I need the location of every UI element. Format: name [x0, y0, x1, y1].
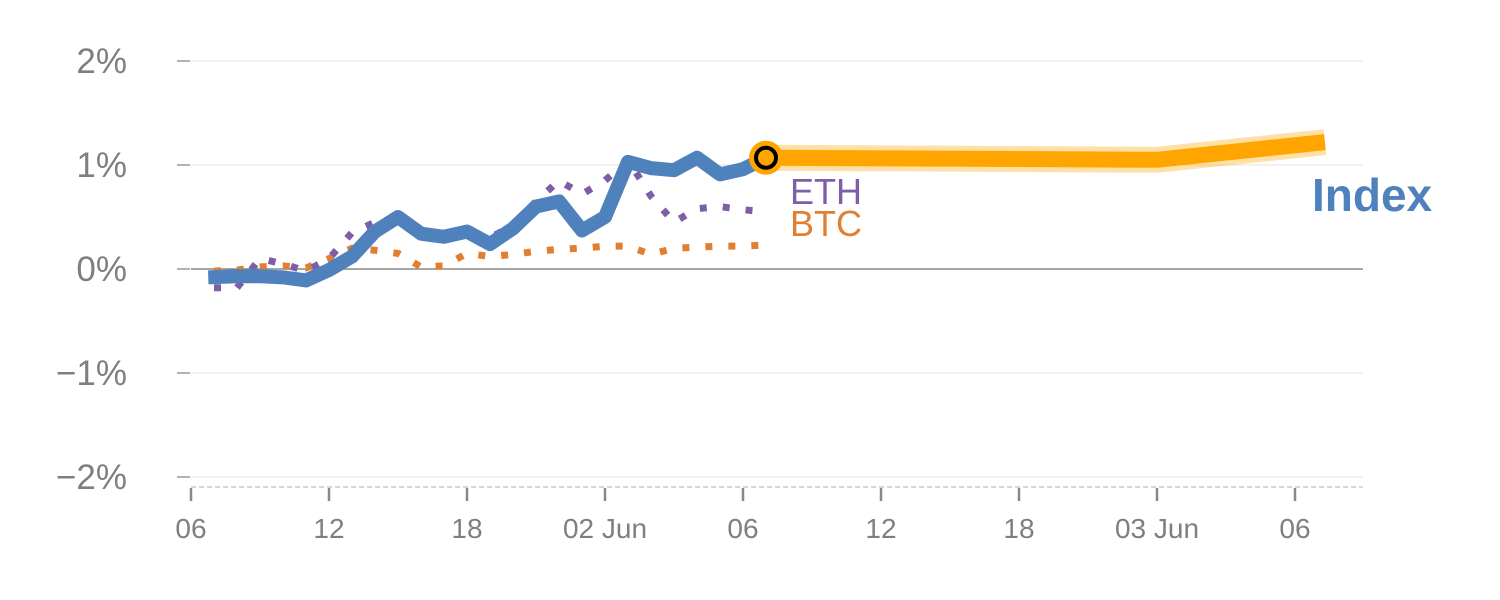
axes: 2% 1% 0% −1% −2% 06 12 18 02 Jun 06 12 18 03 Jun 06 — [56, 42, 1363, 544]
index-line — [207, 150, 770, 288]
current-point-marker-inner — [754, 145, 778, 170]
x-tick-label: 18 — [451, 513, 482, 544]
y-tick-label: 2% — [76, 42, 127, 81]
x-tick-label: 02 Jun — [563, 513, 647, 544]
y-tick-label: −2% — [56, 458, 127, 497]
x-tick-label: 06 — [727, 513, 758, 544]
x-tick-label: 06 — [175, 513, 206, 544]
y-tick-label: 0% — [76, 250, 127, 289]
x-tick-label: 03 Jun — [1115, 513, 1199, 544]
y-tick-label: −1% — [56, 354, 127, 393]
x-tick-label: 12 — [313, 513, 344, 544]
x-tick-label: 06 — [1279, 513, 1310, 544]
btc-line — [213, 241, 767, 275]
y-tick-label: 1% — [76, 146, 127, 185]
series-label-index: Index — [1312, 169, 1433, 221]
series-label-eth: ETH — [790, 171, 862, 212]
series-labels: ETH BTC Index — [790, 169, 1433, 244]
x-tick-label: 12 — [865, 513, 896, 544]
x-tick-label: 18 — [1003, 513, 1034, 544]
grid — [191, 60, 1363, 478]
forecast-line — [765, 134, 1326, 168]
series-label-btc: BTC — [790, 203, 862, 244]
series-lines — [207, 129, 1327, 292]
